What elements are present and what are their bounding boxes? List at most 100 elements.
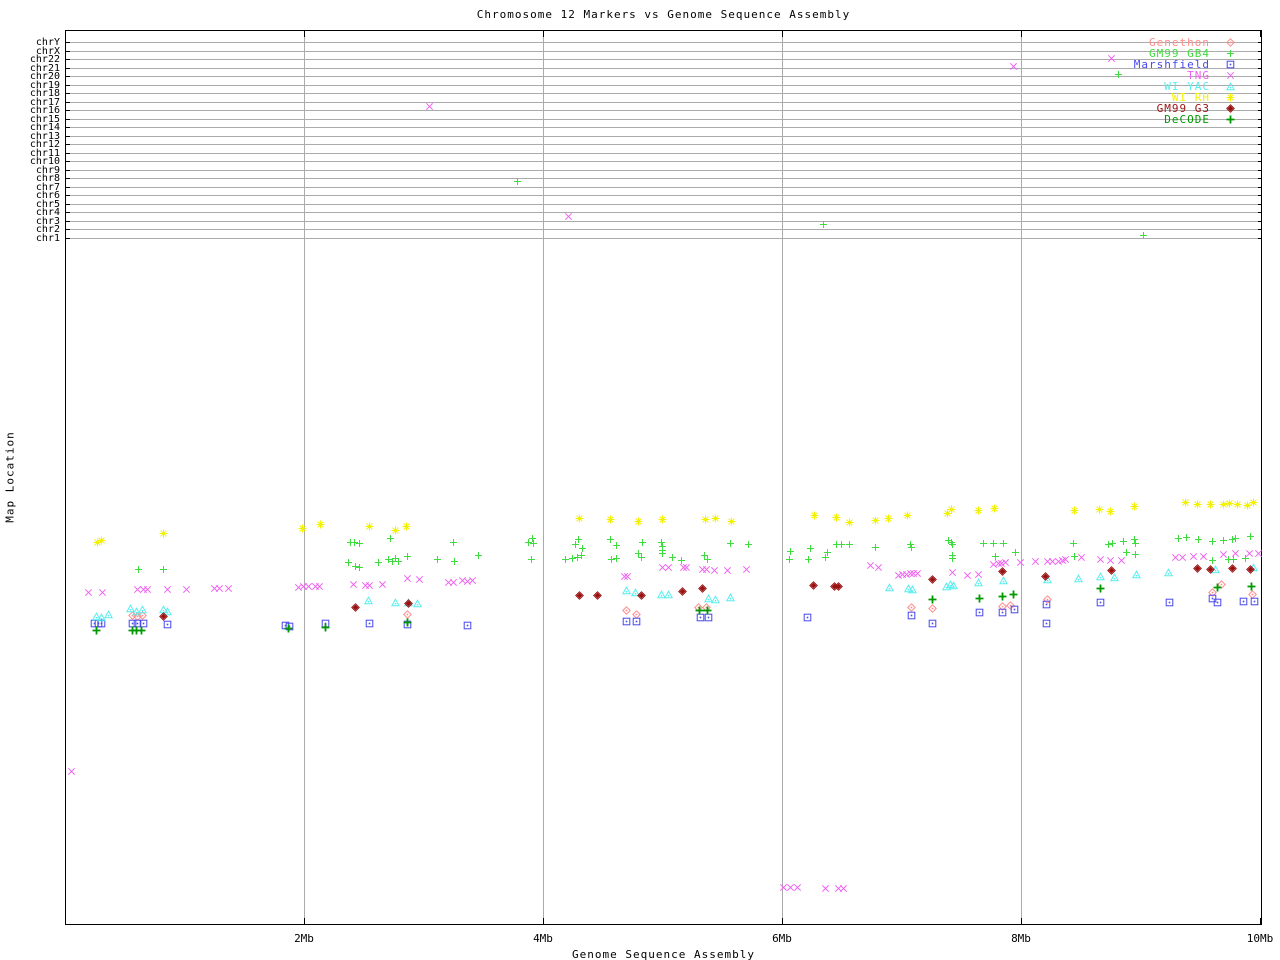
data-point-tng — [948, 568, 957, 577]
chromosome-label: chr5 — [35, 199, 60, 210]
data-point-gm99-g3 — [350, 602, 360, 612]
legend-item-label: Genethon — [1149, 36, 1210, 49]
data-point-tng — [449, 578, 458, 587]
y-tick-right — [1258, 238, 1262, 239]
data-point-wi-yac — [1163, 567, 1173, 577]
data-point-marshfield — [1010, 605, 1019, 614]
data-point-tng — [702, 565, 711, 574]
data-point-gm99-gb4 — [355, 539, 364, 548]
data-point-gm99-gb4 — [1229, 555, 1238, 564]
chromosome-line — [66, 221, 1262, 222]
data-point-tng — [994, 559, 1003, 568]
data-point-wi-rh — [711, 514, 720, 523]
data-point-tng — [315, 582, 324, 591]
data-point-tng — [163, 585, 172, 594]
y-tick-left — [66, 127, 70, 128]
data-point-tng — [210, 584, 219, 593]
x-tick-top — [304, 31, 305, 37]
data-point-tng — [378, 580, 387, 589]
data-point-genethon — [906, 602, 916, 612]
y-tick-left — [66, 76, 70, 77]
data-point-tng — [304, 582, 313, 591]
data-point-gm99-gb4 — [612, 541, 621, 550]
data-point-wi-yac — [125, 603, 135, 613]
y-tick-right — [1258, 110, 1262, 111]
data-point-wi-rh — [1219, 500, 1228, 509]
data-point-gm99-gb4 — [606, 535, 615, 544]
data-point-wi-yac — [1073, 573, 1083, 583]
y-tick-left — [66, 51, 70, 52]
y-tick-right — [1258, 119, 1262, 120]
data-point-tng — [444, 578, 453, 587]
data-point-gm99-gb4 — [524, 538, 533, 547]
data-point-gm99-gb4 — [513, 177, 522, 186]
chromosome-line — [66, 85, 1262, 86]
data-point-gm99-gb4 — [384, 555, 393, 564]
data-point-gm99-gb4 — [529, 539, 538, 548]
data-point-gm99-g3 — [1040, 571, 1050, 581]
data-point-marshfield — [139, 619, 148, 628]
data-point-decode — [975, 594, 984, 603]
data-point-tng — [658, 563, 667, 572]
data-point-tng — [133, 585, 142, 594]
data-point-gm99-gb4 — [907, 543, 916, 552]
y-tick-right — [1258, 187, 1262, 188]
data-point-decode — [1213, 583, 1222, 592]
x-tick-bottom — [1260, 918, 1261, 924]
data-point-gm99-gb4 — [726, 539, 735, 548]
y-tick-right — [1258, 229, 1262, 230]
data-point-wi-yac — [884, 582, 894, 592]
data-point-wi-rh — [845, 518, 854, 527]
data-point-gm99-gb4 — [845, 540, 854, 549]
y-tick-left — [66, 221, 70, 222]
plot-area-border — [65, 30, 1262, 925]
data-point-gm99-gb4 — [134, 565, 143, 574]
legend-item-label: WI RH — [1171, 91, 1210, 104]
x-axis-title: Genome Sequence Assembly — [572, 948, 755, 960]
data-point-wi-rh — [947, 505, 956, 514]
data-point-gm99-gb4 — [1070, 552, 1079, 561]
x-tick-bottom — [1021, 918, 1022, 924]
x-tick-top — [543, 31, 544, 37]
x-gridline — [304, 31, 305, 924]
data-point-tng — [786, 883, 795, 892]
data-point-wi-yac — [1131, 569, 1141, 579]
data-point-gm99-gb4 — [1174, 534, 1183, 543]
data-point-tng — [143, 585, 152, 594]
data-point-tng — [913, 569, 922, 578]
data-point-gm99-gb4 — [785, 555, 794, 564]
data-point-decode — [284, 624, 293, 633]
data-point-marshfield — [1165, 598, 1174, 607]
data-point-gm99-gb4 — [1011, 548, 1020, 557]
data-point-gm99-gb4 — [1131, 539, 1140, 548]
data-point-gm99-gb4 — [571, 540, 580, 549]
data-point-tng — [664, 563, 673, 572]
data-point-gm99-g3 — [1205, 564, 1215, 574]
data-point-wi-yac — [948, 580, 958, 590]
data-point-gm99-gb4 — [1139, 231, 1148, 240]
data-point-gm99-gb4 — [578, 544, 587, 553]
data-point-gm99-gb4 — [1241, 554, 1250, 563]
data-point-marshfield — [622, 617, 631, 626]
chromosome-label: chr20 — [29, 71, 60, 82]
data-point-marshfield — [1042, 619, 1051, 628]
chromosome-label: chr22 — [29, 54, 60, 65]
chromosome-line — [66, 195, 1262, 196]
data-point-tng — [1171, 553, 1180, 562]
data-point-gm99-g3 — [677, 586, 687, 596]
legend-item-marker — [1226, 82, 1235, 91]
chromosome-line — [66, 161, 1262, 162]
data-point-tng — [1178, 553, 1187, 562]
legend-item-marker — [1226, 71, 1235, 80]
data-point-gm99-gb4 — [450, 557, 459, 566]
legend-item-label: Marshfield — [1133, 58, 1210, 71]
data-point-wi-rh — [701, 515, 710, 524]
y-tick-right — [1258, 144, 1262, 145]
data-point-gm99-gb4 — [1114, 70, 1123, 79]
x-tick-label: 2Mb — [294, 932, 314, 945]
data-point-gm99-gb4 — [677, 556, 686, 565]
data-point-tng — [1001, 558, 1010, 567]
data-point-wi-rh — [391, 526, 400, 535]
data-point-gm99-g3 — [697, 583, 707, 593]
data-point-wi-rh — [1070, 506, 1079, 515]
